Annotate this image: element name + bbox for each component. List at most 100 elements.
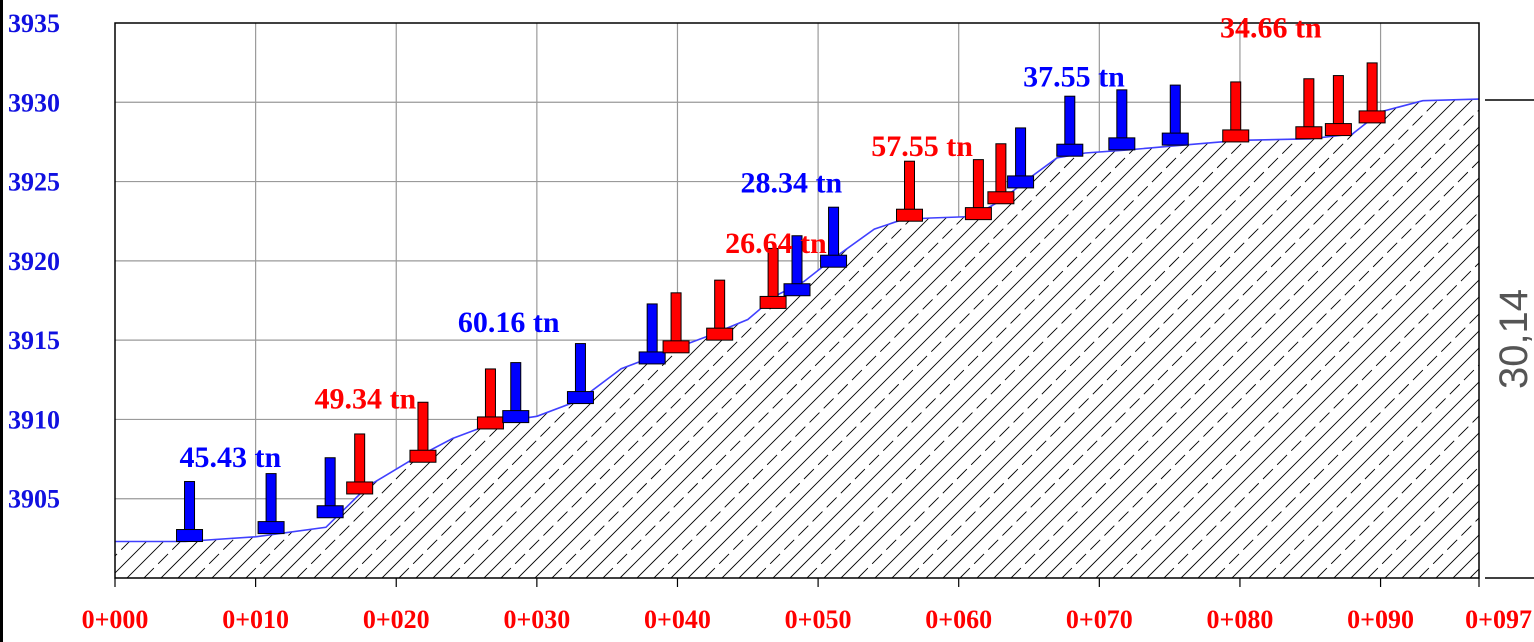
support-foot xyxy=(316,505,344,519)
red-support-marker xyxy=(409,401,437,463)
hatch-line xyxy=(1316,99,1479,578)
blue-support-marker xyxy=(1056,95,1084,157)
hatch-line xyxy=(1350,99,1479,578)
red-support-marker xyxy=(964,159,992,221)
hatch-line xyxy=(840,99,1442,578)
support-foot xyxy=(895,208,923,222)
hatch-line xyxy=(1248,99,1479,578)
support-post xyxy=(1332,75,1344,127)
red-support-marker xyxy=(1324,75,1352,137)
hatch-line xyxy=(602,99,1204,578)
load-label: 45.43 tn xyxy=(179,441,281,474)
support-post xyxy=(1169,84,1181,136)
terrain-fill xyxy=(115,99,1479,578)
support-post xyxy=(714,279,726,331)
support-foot xyxy=(1108,137,1136,151)
y-tick-label: 3925 xyxy=(8,168,60,197)
hatch-line xyxy=(721,99,1323,578)
blue-support-marker xyxy=(1108,89,1136,151)
x-tick-label: 0+000 xyxy=(82,605,149,634)
support-post xyxy=(1366,62,1378,114)
blue-support-marker xyxy=(176,481,204,543)
y-axis-ticks: 3905 3910 3915 3920 3925 3930 3935 xyxy=(8,9,60,514)
hatch-line xyxy=(891,99,1479,578)
support-post xyxy=(1015,127,1027,179)
load-label: 34.66 tn xyxy=(1220,11,1322,44)
hatch-line xyxy=(585,99,1187,578)
y-tick-label: 3915 xyxy=(8,326,60,355)
support-foot xyxy=(1295,126,1323,140)
hatch-line xyxy=(1214,99,1479,578)
load-annotations: 45.43 tn 49.34 tn 60.16 tn 26.64 tn 28.34 tn… xyxy=(179,11,1322,474)
load-label: 28.34 tn xyxy=(741,167,843,200)
hatch-line xyxy=(1078,99,1479,578)
red-support-marker xyxy=(346,433,374,495)
support-foot xyxy=(1056,143,1084,157)
red-support-marker xyxy=(759,247,787,309)
height-dimension: 30,14 xyxy=(1485,99,1534,579)
blue-support-marker xyxy=(257,473,285,535)
support-foot xyxy=(176,529,204,543)
hatch-line xyxy=(874,99,1476,578)
support-foot xyxy=(706,327,734,341)
support-post xyxy=(574,343,586,395)
hatch-line xyxy=(1265,99,1479,578)
red-support-marker xyxy=(706,279,734,341)
hatch-line xyxy=(636,99,1238,578)
support-post xyxy=(265,473,277,525)
x-tick-label: 0+080 xyxy=(1207,605,1274,634)
red-support-marker xyxy=(1295,78,1323,140)
hatch-line xyxy=(1282,99,1479,578)
hatch-line xyxy=(1180,99,1479,578)
support-foot xyxy=(638,351,666,365)
hatch-line xyxy=(1231,99,1479,578)
hatch-line xyxy=(857,99,1459,578)
dimension-label: 30,14 xyxy=(1492,289,1534,389)
support-post xyxy=(1230,81,1242,133)
red-support-marker xyxy=(895,160,923,222)
blue-support-marker xyxy=(820,206,848,268)
red-support-marker xyxy=(1358,62,1386,124)
y-tick-label: 3920 xyxy=(8,247,60,276)
x-axis-ticks: 0+000 0+010 0+020 0+030 0+040 0+050 0+060 0+070… xyxy=(82,578,1532,634)
hatch-line xyxy=(772,99,1374,578)
hatch-line xyxy=(568,99,1170,578)
load-label: 26.64 tn xyxy=(725,227,827,260)
y-tick-label: 3910 xyxy=(8,405,60,434)
support-post xyxy=(670,292,682,344)
x-tick-label: 0+097 xyxy=(1465,605,1532,634)
hatch-line xyxy=(1061,99,1479,578)
load-label: 37.55 tn xyxy=(1023,60,1125,93)
hatch-line xyxy=(755,99,1357,578)
support-foot xyxy=(1358,110,1386,124)
x-tick-label: 0+050 xyxy=(785,605,852,634)
support-post xyxy=(995,143,1007,195)
hatch-line xyxy=(789,99,1391,578)
red-support-marker xyxy=(476,368,504,430)
hatch-line xyxy=(1146,99,1479,578)
support-post xyxy=(1303,78,1315,130)
support-post xyxy=(646,303,658,355)
support-post xyxy=(510,362,522,414)
support-foot xyxy=(783,283,811,297)
support-post xyxy=(484,368,496,420)
blue-support-marker xyxy=(1161,84,1189,146)
hatch-line xyxy=(1163,99,1479,578)
x-tick-label: 0+070 xyxy=(1066,605,1133,634)
support-foot xyxy=(502,410,530,424)
hatch-line xyxy=(959,99,1479,578)
hatch-line xyxy=(993,99,1479,578)
hatch-line xyxy=(687,99,1289,578)
x-tick-label: 0+020 xyxy=(363,605,430,634)
support-post xyxy=(324,457,336,509)
hatch-line xyxy=(619,99,1221,578)
support-post xyxy=(354,433,366,485)
hatch-line xyxy=(534,99,1136,578)
hatch-line xyxy=(925,99,1479,578)
hatch-line xyxy=(1197,99,1479,578)
hatch-line xyxy=(517,99,1119,578)
hatch-line xyxy=(976,99,1479,578)
x-tick-label: 0+010 xyxy=(222,605,289,634)
support-foot xyxy=(662,340,690,354)
support-foot xyxy=(1324,123,1352,137)
